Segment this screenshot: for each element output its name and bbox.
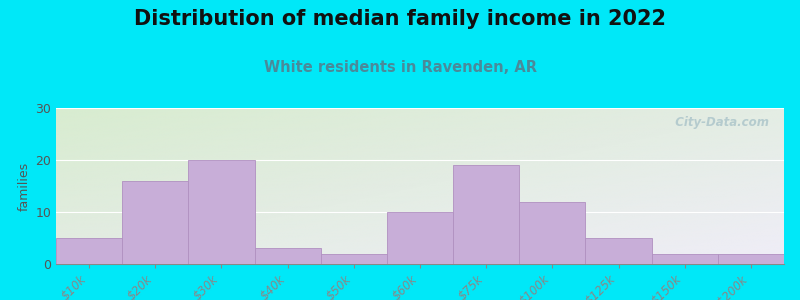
Bar bbox=[453, 165, 519, 264]
Bar bbox=[254, 248, 321, 264]
Bar bbox=[122, 181, 188, 264]
Bar bbox=[652, 254, 718, 264]
Bar bbox=[387, 212, 453, 264]
Bar bbox=[188, 160, 254, 264]
Bar bbox=[718, 254, 784, 264]
Text: City-Data.com: City-Data.com bbox=[667, 116, 770, 129]
Y-axis label: families: families bbox=[18, 161, 31, 211]
Bar bbox=[586, 238, 652, 264]
Bar bbox=[56, 238, 122, 264]
Bar bbox=[321, 254, 387, 264]
Bar bbox=[519, 202, 586, 264]
Text: Distribution of median family income in 2022: Distribution of median family income in … bbox=[134, 9, 666, 29]
Text: White residents in Ravenden, AR: White residents in Ravenden, AR bbox=[263, 60, 537, 75]
